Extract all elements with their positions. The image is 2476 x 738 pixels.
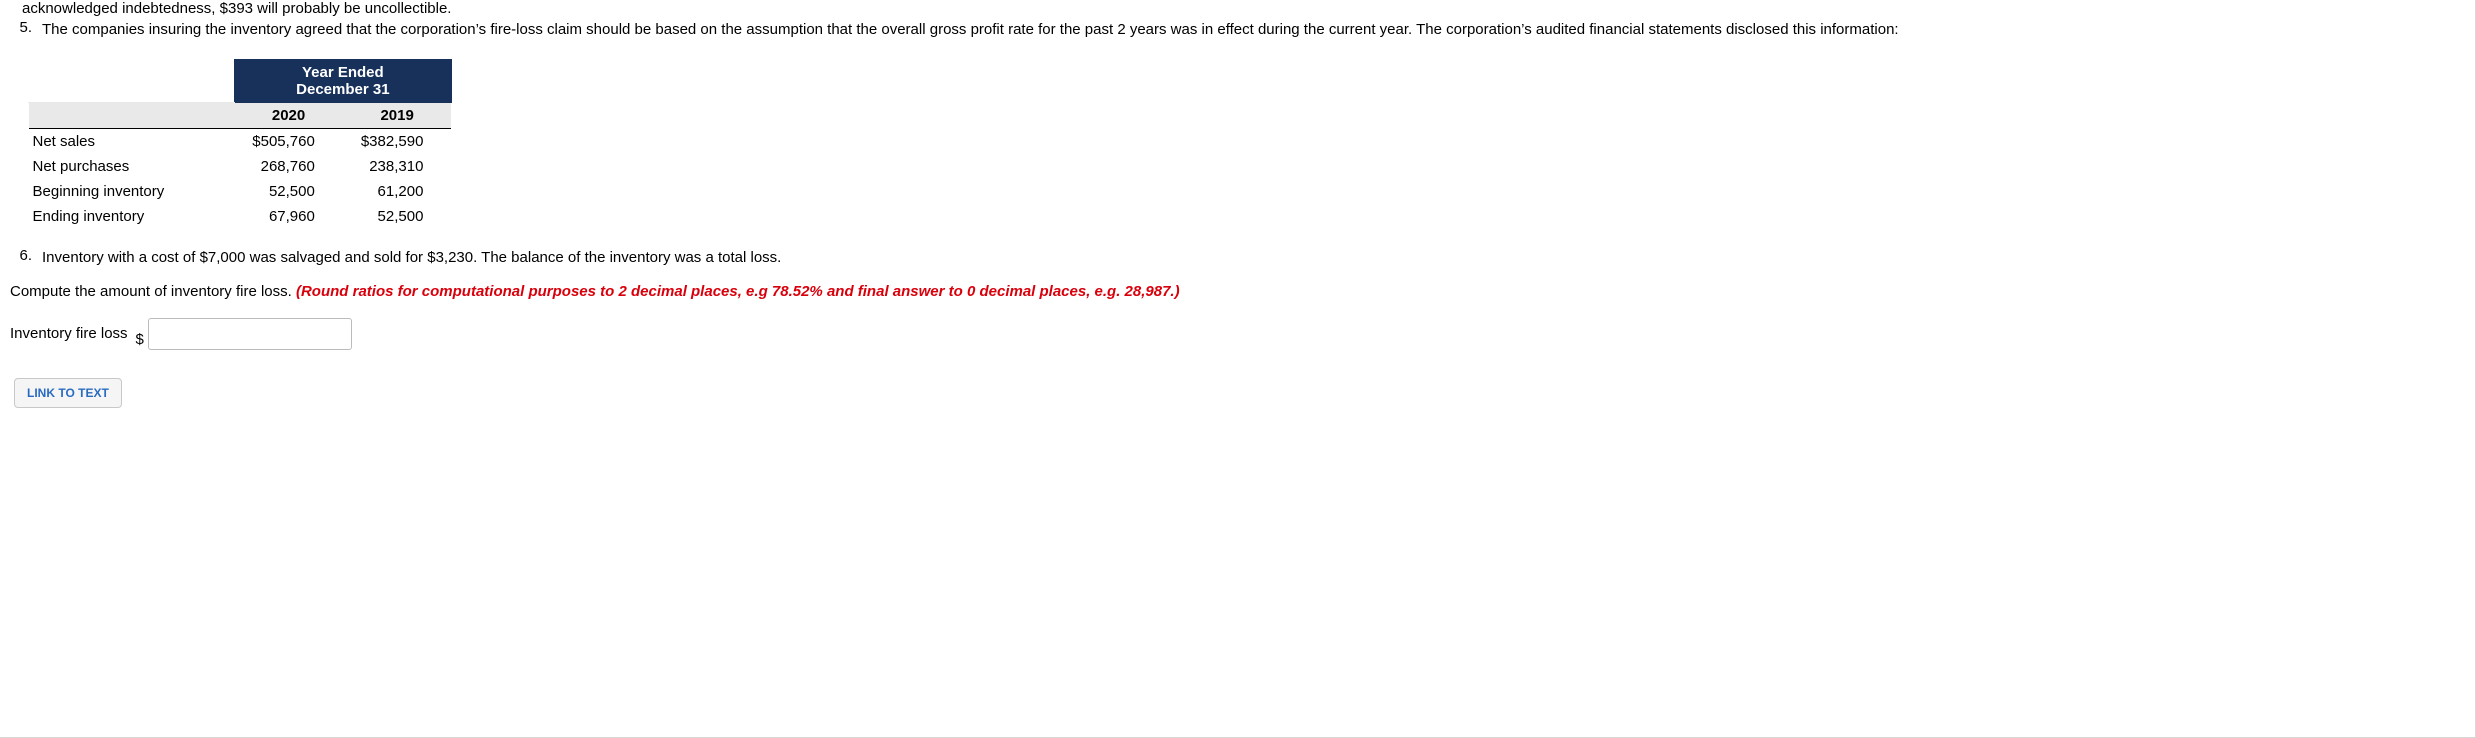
cell-2019: $382,590 [343, 128, 452, 154]
inventory-fire-loss-input[interactable] [148, 318, 352, 350]
row-label: Net purchases [29, 154, 235, 179]
cell-2020: $505,760 [234, 128, 343, 154]
table-subheader-row: 2020 2019 [29, 102, 452, 128]
truncated-prev-line: acknowledged indebtedness, $393 will pro… [22, 0, 2467, 17]
table-row: Ending inventory 67,960 52,500 [29, 204, 452, 229]
list-text: The companies insuring the inventory agr… [42, 19, 2457, 41]
table-row: Beginning inventory 52,500 61,200 [29, 179, 452, 204]
table-row: Net sales $505,760 $382,590 [29, 128, 452, 154]
list-number: 6. [8, 247, 42, 264]
cell-2019: 52,500 [343, 204, 452, 229]
answer-row: Inventory fire loss $ [10, 318, 2467, 350]
table-header-row: Year Ended December 31 [29, 59, 452, 102]
prompt-instructions: (Round ratios for computational purposes… [296, 283, 1180, 300]
table-header-title: Year Ended December 31 [234, 59, 451, 102]
currency-symbol: $ [136, 331, 144, 350]
list-item-5: 5. The companies insuring the inventory … [8, 19, 2457, 41]
table-subheader-spacer [29, 102, 235, 128]
list-number: 5. [8, 19, 42, 36]
cell-2020: 52,500 [234, 179, 343, 204]
question-page: acknowledged indebtedness, $393 will pro… [0, 0, 2476, 738]
table-row: Net purchases 268,760 238,310 [29, 154, 452, 179]
cell-2019: 238,310 [343, 154, 452, 179]
row-label: Net sales [29, 128, 235, 154]
cell-2019: 61,200 [343, 179, 452, 204]
cell-2020: 67,960 [234, 204, 343, 229]
question-prompt: Compute the amount of inventory fire los… [10, 283, 2467, 300]
prompt-text: Compute the amount of inventory fire los… [10, 283, 296, 300]
row-label: Ending inventory [29, 204, 235, 229]
col-header-2019: 2019 [343, 102, 452, 128]
answer-label: Inventory fire loss [10, 325, 128, 342]
col-header-2020: 2020 [234, 102, 343, 128]
table-header-spacer [29, 59, 235, 102]
list-text: Inventory with a cost of $7,000 was salv… [42, 247, 2457, 269]
link-to-text-button[interactable]: LINK TO TEXT [14, 378, 122, 408]
row-label: Beginning inventory [29, 179, 235, 204]
financial-statements-table: Year Ended December 31 2020 2019 Net sal… [28, 59, 452, 229]
cell-2020: 268,760 [234, 154, 343, 179]
list-item-6: 6. Inventory with a cost of $7,000 was s… [8, 247, 2457, 269]
